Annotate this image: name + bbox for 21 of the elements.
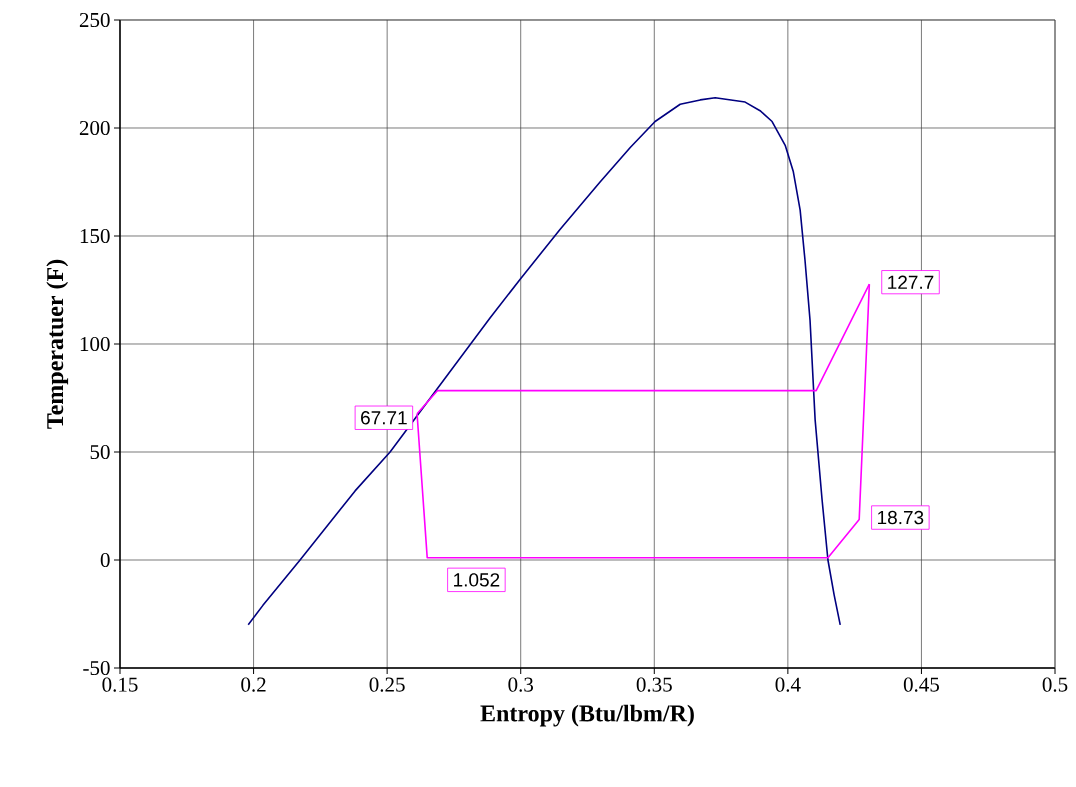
data-label: 67.71 <box>361 411 407 425</box>
y-tick-label: 200 <box>79 120 110 136</box>
y-tick-label: 250 <box>79 12 110 28</box>
x-tick-label: 0.5 <box>1042 677 1068 692</box>
x-tick-label: 0.25 <box>369 677 405 692</box>
y-tick-label: -50 <box>83 660 110 676</box>
data-label: 18.73 <box>878 510 924 525</box>
y-tick-label: 0 <box>100 552 110 568</box>
y-axis-title: Temperatuer (F) <box>46 259 69 429</box>
x-tick-label: 0.3 <box>508 677 534 692</box>
x-tick-label: 0.35 <box>636 677 672 692</box>
x-tick-label: 0.15 <box>102 677 138 692</box>
y-tick-label: 150 <box>80 228 110 244</box>
x-axis-title: Entropy (Btu/lbm/R) <box>480 704 694 727</box>
x-tick-label: 0.4 <box>775 677 801 692</box>
data-label: 127.7 <box>888 275 934 289</box>
y-tick-label: 100 <box>80 336 110 352</box>
data-label: 1.052 <box>454 573 500 587</box>
y-tick-label: 50 <box>90 444 110 460</box>
x-tick-label: 0.45 <box>903 677 939 692</box>
x-tick-label: 0.2 <box>241 677 266 692</box>
